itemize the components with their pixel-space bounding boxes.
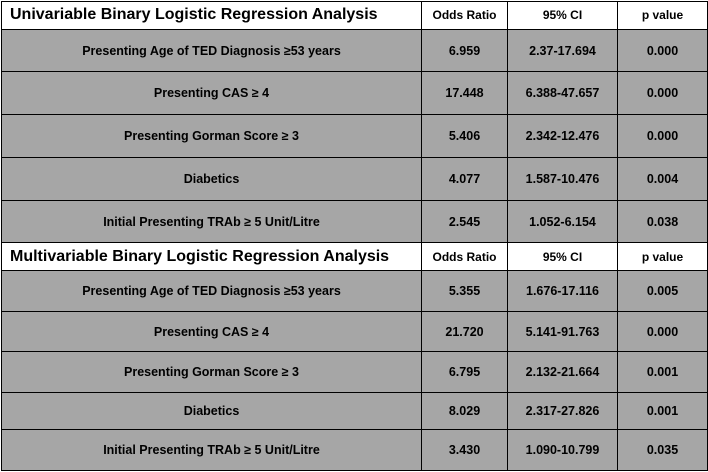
p-value-cell: 0.000 [617, 114, 708, 158]
odds-ratio-cell: 4.077 [421, 156, 508, 201]
row-label: Presenting Gorman Score ≥ 3 [1, 114, 422, 158]
ci-cell: 2.342-12.476 [507, 114, 618, 158]
ci-cell: 2.37-17.694 [507, 28, 618, 73]
ci-cell: 1.587-10.476 [507, 156, 618, 201]
column-header-odds-ratio: Odds Ratio [421, 242, 508, 272]
multivariable-title: Multivariable Binary Logistic Regression… [1, 242, 422, 272]
odds-ratio-cell: 17.448 [421, 71, 508, 116]
ci-cell: 6.388-47.657 [507, 71, 618, 116]
table-row: Presenting Gorman Score ≥ 3 6.795 2.132-… [1, 351, 708, 393]
table-row: Presenting CAS ≥ 4 21.720 5.141-91.763 0… [1, 310, 708, 353]
row-label: Diabetics [1, 391, 422, 431]
row-label: Initial Presenting TRAb ≥ 5 Unit/Litre [1, 199, 422, 244]
multivariable-header-row: Multivariable Binary Logistic Regression… [1, 242, 708, 272]
column-header-ci: 95% CI [507, 1, 618, 30]
row-label: Presenting Gorman Score ≥ 3 [1, 351, 422, 393]
table-row: Diabetics 4.077 1.587-10.476 0.004 [1, 156, 708, 201]
odds-ratio-cell: 8.029 [421, 391, 508, 431]
table-row: Presenting Gorman Score ≥ 3 5.406 2.342-… [1, 114, 708, 158]
table-row: Initial Presenting TRAb ≥ 5 Unit/Litre 2… [1, 199, 708, 244]
p-value-cell: 0.005 [617, 270, 708, 312]
p-value-cell: 0.000 [617, 310, 708, 353]
row-label: Presenting Age of TED Diagnosis ≥53 year… [1, 28, 422, 73]
odds-ratio-cell: 6.795 [421, 351, 508, 393]
column-header-p-value: p value [617, 242, 708, 272]
table-row: Presenting CAS ≥ 4 17.448 6.388-47.657 0… [1, 71, 708, 116]
row-label: Initial Presenting TRAb ≥ 5 Unit/Litre [1, 429, 422, 471]
p-value-cell: 0.000 [617, 71, 708, 116]
column-header-odds-ratio: Odds Ratio [421, 1, 508, 30]
p-value-cell: 0.000 [617, 28, 708, 73]
column-header-ci: 95% CI [507, 242, 618, 272]
p-value-cell: 0.001 [617, 391, 708, 431]
odds-ratio-cell: 3.430 [421, 429, 508, 471]
odds-ratio-cell: 21.720 [421, 310, 508, 353]
p-value-cell: 0.001 [617, 351, 708, 393]
univariable-header-row: Univariable Binary Logistic Regression A… [1, 1, 708, 30]
odds-ratio-cell: 6.959 [421, 28, 508, 73]
ci-cell: 5.141-91.763 [507, 310, 618, 353]
ci-cell: 2.317-27.826 [507, 391, 618, 431]
p-value-cell: 0.035 [617, 429, 708, 471]
row-label: Presenting CAS ≥ 4 [1, 71, 422, 116]
ci-cell: 2.132-21.664 [507, 351, 618, 393]
ci-cell: 1.052-6.154 [507, 199, 618, 244]
odds-ratio-cell: 5.406 [421, 114, 508, 158]
ci-cell: 1.090-10.799 [507, 429, 618, 471]
p-value-cell: 0.004 [617, 156, 708, 201]
column-header-p-value: p value [617, 1, 708, 30]
row-label: Presenting Age of TED Diagnosis ≥53 year… [1, 270, 422, 312]
row-label: Presenting CAS ≥ 4 [1, 310, 422, 353]
ci-cell: 1.676-17.116 [507, 270, 618, 312]
row-label: Diabetics [1, 156, 422, 201]
p-value-cell: 0.038 [617, 199, 708, 244]
odds-ratio-cell: 5.355 [421, 270, 508, 312]
table-row: Initial Presenting TRAb ≥ 5 Unit/Litre 3… [1, 429, 708, 471]
odds-ratio-cell: 2.545 [421, 199, 508, 244]
univariable-title: Univariable Binary Logistic Regression A… [1, 1, 422, 30]
table-row: Presenting Age of TED Diagnosis ≥53 year… [1, 270, 708, 312]
table-row: Presenting Age of TED Diagnosis ≥53 year… [1, 28, 708, 73]
table-row: Diabetics 8.029 2.317-27.826 0.001 [1, 391, 708, 431]
